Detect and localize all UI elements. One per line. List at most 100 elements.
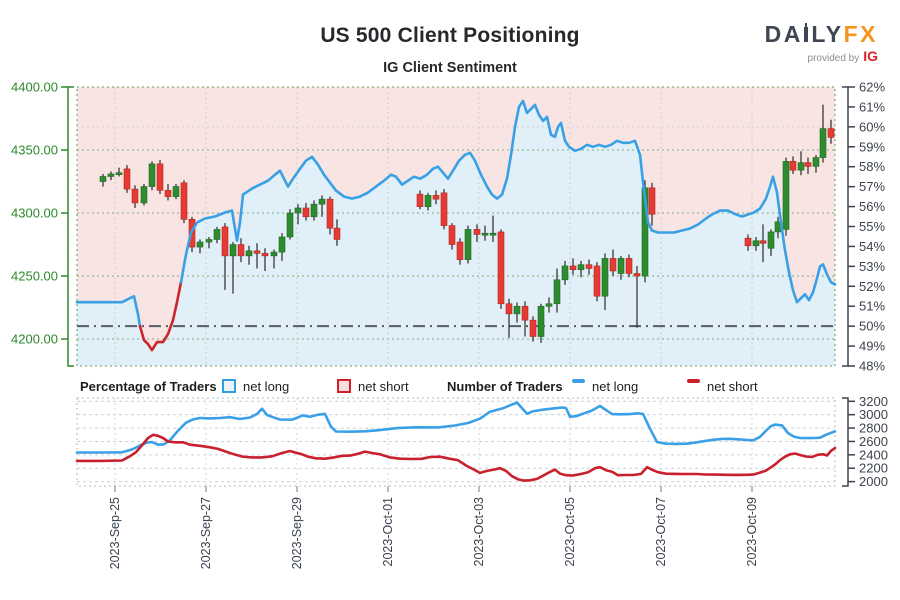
price-axis-label: 4400.00: [11, 80, 58, 95]
pct-axis-label: 59%: [859, 139, 885, 154]
candlestick: [294, 207, 302, 214]
candlestick: [529, 319, 537, 337]
page-title: US 500 Client Positioning: [320, 24, 580, 47]
price-axis-label: 4200.00: [11, 332, 58, 347]
candlestick: [593, 265, 601, 297]
provided-by-ig: provided by IG: [765, 48, 878, 64]
candlestick: [253, 250, 261, 254]
sentiment-line-segment: [75, 294, 142, 328]
legend-net-long-label: net long: [243, 379, 290, 394]
pct-axis-label: 53%: [859, 259, 885, 274]
date-label: 2023-Sep-27: [199, 497, 213, 569]
candlestick: [213, 229, 221, 240]
candlestick: [261, 253, 269, 257]
candlestick: [553, 279, 561, 305]
candlestick: [759, 240, 767, 244]
main-plot-border: [76, 86, 836, 367]
candlestick: [456, 241, 464, 260]
pct-axis-label: 60%: [859, 119, 885, 134]
candlestick: [205, 239, 213, 243]
traders-axis-label: 2800: [859, 421, 888, 436]
legend-net-short-label: net short: [358, 379, 409, 394]
traders-axis-label: 2000: [859, 474, 888, 489]
legend-net-long-count-label: net long: [592, 379, 639, 394]
sentiment-line-segment: [138, 280, 183, 352]
area-below-sentiment: [77, 101, 835, 366]
candlestick: [752, 240, 760, 247]
pct-axis-spine: [842, 86, 849, 367]
candlestick: [473, 229, 481, 235]
pct-axis-label: 52%: [859, 279, 885, 294]
traders-axis-label: 3200: [859, 394, 888, 409]
candlestick: [148, 163, 156, 187]
logo-da: DA: [764, 21, 803, 47]
area-above-sentiment: [77, 87, 835, 351]
candlestick: [432, 195, 440, 200]
date-label: 2023-Oct-09: [745, 497, 759, 567]
candlestick: [537, 305, 545, 337]
candlestick: [172, 186, 180, 197]
candlestick: [156, 163, 164, 191]
traders-axis-label: 2200: [859, 461, 888, 476]
legend-percentage-of-traders: Percentage of Traders: [80, 379, 217, 394]
candlestick: [617, 258, 625, 274]
candlestick: [789, 161, 797, 171]
logo-candle-i-icon: [804, 23, 808, 42]
candlestick: [609, 258, 617, 272]
legend-number-of-traders: Number of Traders: [447, 379, 563, 394]
date-label: 2023-Oct-01: [381, 497, 395, 567]
provided-by-label: provided by: [807, 53, 860, 64]
price-axis-label: 4350.00: [11, 143, 58, 158]
candlestick: [302, 207, 310, 218]
candlestick: [123, 168, 131, 190]
dailyfx-wordmark: DA LYFX: [765, 22, 878, 46]
candlestick: [633, 273, 641, 277]
pct-axis-label: 49%: [859, 339, 885, 354]
price-axis-spine: [67, 86, 74, 367]
traders-axis-label: 2400: [859, 447, 888, 462]
date-label: 2023-Oct-03: [472, 497, 486, 567]
candlestick: [641, 187, 649, 277]
candlestick: [782, 161, 790, 230]
net-short-count-line: [75, 433, 837, 482]
candlestick: [99, 176, 107, 182]
candlestick: [797, 162, 805, 171]
candlestick: [416, 193, 424, 208]
pct-axis-label: 62%: [859, 80, 885, 95]
candlestick: [310, 203, 318, 218]
candlestick: [513, 305, 521, 315]
candlestick: [237, 244, 245, 257]
candlestick: [286, 212, 294, 238]
candlestick: [819, 128, 827, 158]
candlestick: [245, 250, 253, 257]
candlestick: [448, 225, 456, 245]
traders-axis-label: 3000: [859, 407, 888, 422]
candlestick: [505, 303, 513, 315]
candlestick: [569, 265, 577, 271]
candlestick: [196, 241, 204, 248]
chart-legend: Percentage of Traders net long net short…: [0, 379, 900, 397]
price-axis-label: 4300.00: [11, 206, 58, 221]
pct-axis-label: 58%: [859, 159, 885, 174]
candlestick: [180, 182, 188, 220]
candlestick: [489, 232, 497, 236]
pct-axis-label: 55%: [859, 219, 885, 234]
page-subtitle: IG Client Sentiment: [383, 60, 517, 76]
candlestick: [270, 251, 278, 257]
dailyfx-logo: DA LYFX provided by IG: [765, 22, 878, 64]
ig-logo: IG: [863, 48, 878, 64]
candlestick: [481, 232, 489, 236]
date-label: 2023-Oct-07: [654, 497, 668, 567]
pct-axis-label: 56%: [859, 199, 885, 214]
candlestick: [440, 192, 448, 226]
candlestick: [585, 264, 593, 269]
traders-axis-label: 2600: [859, 434, 888, 449]
traders-axis-spine: [842, 397, 849, 487]
candlestick: [229, 244, 237, 257]
pct-axis-label: 61%: [859, 99, 885, 114]
candlestick: [625, 258, 633, 274]
candlestick: [107, 173, 115, 177]
candlestick: [221, 226, 229, 257]
